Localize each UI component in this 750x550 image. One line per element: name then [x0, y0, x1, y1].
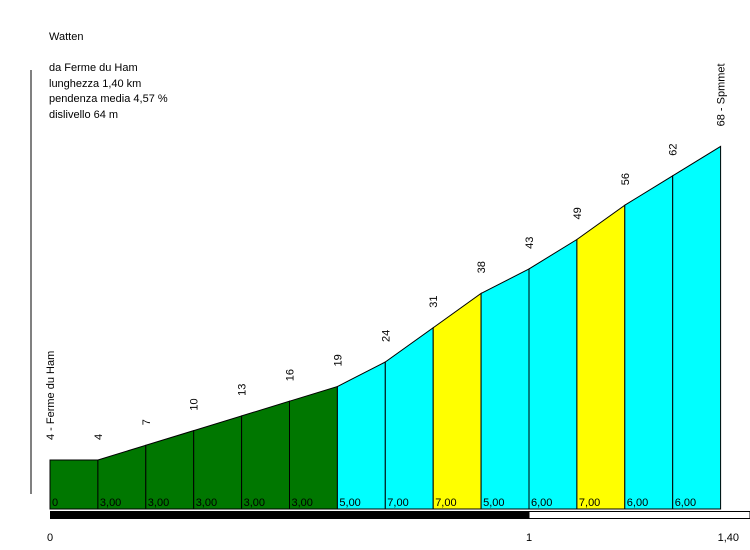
elevation-label: 38 — [476, 261, 488, 273]
gradient-label: 7,00 — [387, 497, 408, 509]
elevation-label: 49 — [572, 207, 584, 219]
profile-segment — [576, 204, 626, 510]
x-tick-label: 1,40 — [718, 532, 739, 544]
gradient-label: 6,00 — [531, 497, 552, 509]
start-point: da Ferme du Ham — [49, 62, 138, 74]
profile-segment — [384, 326, 434, 510]
gradient-label: 5,00 — [483, 497, 504, 509]
gradient-label: 6,00 — [627, 497, 648, 509]
elevation-label: 43 — [524, 237, 536, 249]
profile-segment — [193, 415, 243, 510]
x-tick-label: 1 — [526, 532, 532, 544]
elevation-label: 19 — [332, 354, 344, 366]
start-label: 4 - Ferme du Ham — [45, 351, 57, 440]
elevation-label: 31 — [428, 295, 440, 307]
gradient-label: 5,00 — [339, 497, 360, 509]
profile-info: Watten da Ferme du Ham lunghezza 1,40 km… — [49, 30, 168, 123]
profile-segment — [624, 174, 674, 510]
gradient-label: 3,00 — [148, 497, 169, 509]
elevation-label: 7 — [141, 419, 153, 425]
average-gradient: pendenza media 4,57 % — [49, 93, 168, 105]
gradient-label: 6,00 — [675, 497, 696, 509]
climb-length: lunghezza 1,40 km — [49, 77, 142, 90]
km-bar-filled — [50, 511, 529, 519]
elevation-label: 10 — [189, 398, 201, 410]
elevation-label: 62 — [668, 144, 680, 156]
profile-segment — [480, 268, 530, 510]
gradient-label: 7,00 — [435, 497, 456, 509]
elevation-label: 56 — [620, 173, 632, 185]
elevation-label: 4 — [93, 434, 105, 440]
elevation-label: 16 — [285, 369, 297, 381]
elevation-label: 13 — [237, 384, 249, 396]
profile-segment — [528, 238, 578, 510]
km-bar-empty — [528, 511, 750, 519]
end-label: 68 - Spmmet — [716, 63, 728, 126]
profile-segment — [336, 361, 386, 510]
profile-segment — [241, 400, 290, 510]
gradient-label: 7,00 — [579, 497, 600, 509]
elevation-label: 24 — [380, 330, 392, 342]
gradient-label: 3,00 — [196, 497, 217, 509]
gradient-label: 0 — [52, 497, 58, 509]
gradient-label: 3,00 — [292, 497, 313, 509]
gradient-label: 3,00 — [244, 497, 265, 509]
profile-segment — [432, 292, 482, 510]
climb-name: Watten — [49, 31, 84, 43]
x-tick-label: 0 — [47, 532, 53, 544]
elevation-gain: dislivello 64 m — [49, 108, 119, 121]
gradient-label: 3,00 — [100, 497, 121, 509]
profile-segment — [289, 385, 338, 510]
profile-segment — [672, 145, 722, 510]
